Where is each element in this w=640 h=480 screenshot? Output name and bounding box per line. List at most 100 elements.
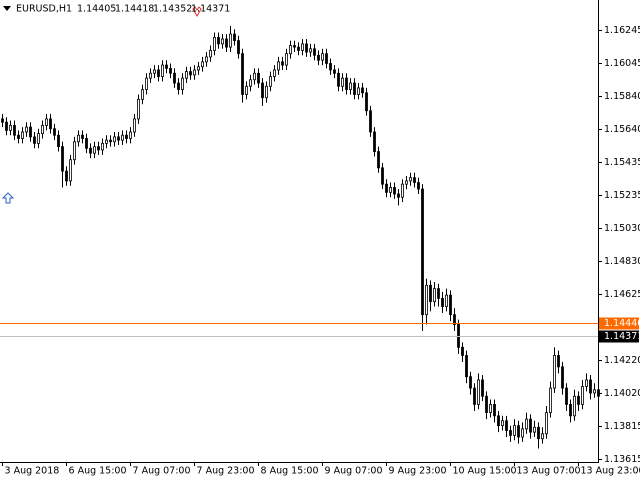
candle-body [397,193,400,198]
candle-body [13,125,16,136]
x-tick-label: 13 Aug 23:00 [581,466,640,477]
y-tick-label: 1.15030 [604,223,640,234]
candle-body [245,85,248,95]
candle-body [533,426,536,433]
candle-body [201,61,204,68]
candle-body [353,82,356,95]
candle-body [9,125,12,131]
candle-body [273,69,276,77]
candle-body [497,415,500,427]
candle-body [421,188,424,316]
candle-body [389,187,392,193]
candle-body [489,404,492,413]
price-label: 1.14371 [604,331,640,342]
candle-body [485,395,488,413]
candle-body [369,110,372,133]
candle-body [569,404,572,417]
header-value: 1.14418 [115,4,154,15]
header-value: 1.14352 [153,4,192,15]
candle-body [317,54,320,61]
menu-triangle [3,6,11,11]
candle-body [37,133,40,144]
header-value: 1.14405 [77,4,116,15]
candle-body [217,36,220,45]
candle-body [121,134,124,141]
y-tick-label: 1.13615 [604,454,640,465]
candle-body [189,71,192,76]
candle-body [257,72,260,84]
candle-body [57,134,60,148]
x-tick-label: 7 Aug 07:00 [133,466,191,477]
candle-body [281,61,284,66]
candle-body [505,420,508,431]
candle-body [125,134,128,139]
y-tick-label: 1.14625 [604,289,640,300]
candle-body [501,420,504,427]
candle-body [269,76,272,87]
candle-body [469,376,472,389]
candle-body [333,69,336,74]
candle-body [537,426,540,440]
candle-body [321,53,324,61]
candle-body [465,355,468,378]
candle-body [345,77,348,90]
candle-body [357,87,360,95]
x-tick-label: 3 Aug 2018 [5,466,60,477]
candle-body [553,355,556,389]
candle-body [17,134,20,139]
candle-body [25,126,28,133]
candle-body [517,425,520,438]
candle-body [449,294,452,316]
candle-body [133,118,136,133]
sell-marker [192,6,202,18]
candle-body [401,183,404,198]
candle-body [589,379,592,394]
candle-body [233,33,236,42]
candle-body [97,146,100,151]
y-tick-label: 1.15640 [604,124,640,135]
candle-body [45,118,48,126]
candle-body [53,128,56,136]
candle-body [21,131,24,139]
candle-body [177,82,180,90]
price-label-box [599,317,639,330]
candle-body [565,387,568,405]
x-tick-label: 9 Aug 07:00 [325,466,383,477]
candle-body [425,284,428,316]
candle-body [285,53,288,66]
candle-body [225,38,228,48]
candle-body [29,126,32,138]
candle-body [117,136,120,141]
candle-body [297,46,300,51]
candle-body [301,43,304,51]
y-tick-label: 1.16045 [604,58,640,69]
candle-body [1,118,4,123]
candle-body [165,64,168,69]
candle-body [377,151,380,169]
candle-body [361,87,364,94]
candle-body [441,297,444,307]
candle-body [69,159,72,182]
candle-body [541,433,544,440]
candle-body [161,64,164,77]
candle-body [5,121,8,131]
candle-body [453,314,456,325]
candle-body [77,134,80,143]
candle-body [181,77,184,90]
candle-body [573,395,576,417]
candle-body [509,430,512,436]
candle-body [229,33,232,48]
candle-body [173,72,176,84]
candle-body [525,418,528,430]
candle-body [413,177,416,183]
candle-body [309,48,312,53]
candle-body [329,63,332,71]
candle-body [341,77,344,87]
candle-body [549,387,552,413]
y-tick-label: 1.14020 [604,388,640,399]
candle-body [265,85,268,99]
candle-body [237,40,240,55]
candle-body [545,412,548,435]
